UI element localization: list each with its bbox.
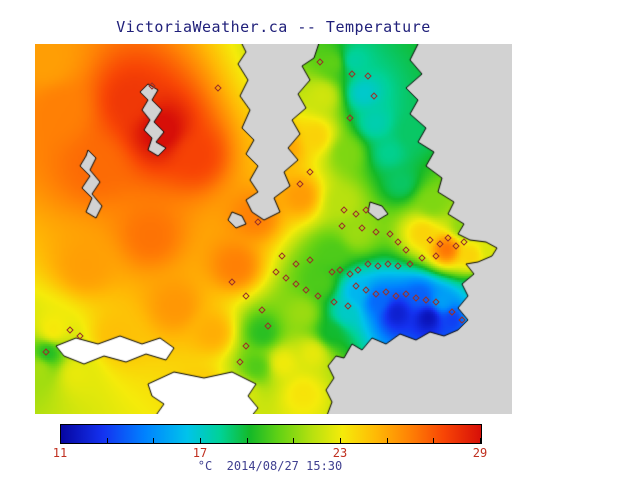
colorbar-tick-label: 23 xyxy=(332,446,348,460)
colorbar-tick xyxy=(199,438,201,443)
colorbar-tick xyxy=(153,438,155,443)
colorbar-tick xyxy=(60,438,61,443)
colorbar-tick-label: 11 xyxy=(52,446,68,460)
colorbar-tick-label: 29 xyxy=(472,446,488,460)
temperature-field-canvas xyxy=(35,44,512,414)
colorbar-tick-label: 17 xyxy=(192,446,208,460)
colorbar-tick xyxy=(433,438,435,443)
colorbar-tick xyxy=(246,438,248,443)
colorbar-tick xyxy=(339,438,341,443)
colorbar-caption: °C 2014/08/27 15:30 xyxy=(197,459,343,473)
page-title: VictoriaWeather.ca -- Temperature xyxy=(116,18,431,36)
colorbar-tick xyxy=(106,438,108,443)
colorbar-tick xyxy=(386,438,388,443)
temperature-map xyxy=(35,44,512,414)
colorbar xyxy=(60,424,482,444)
colorbar-tick xyxy=(480,438,481,443)
colorbar-tick xyxy=(293,438,295,443)
